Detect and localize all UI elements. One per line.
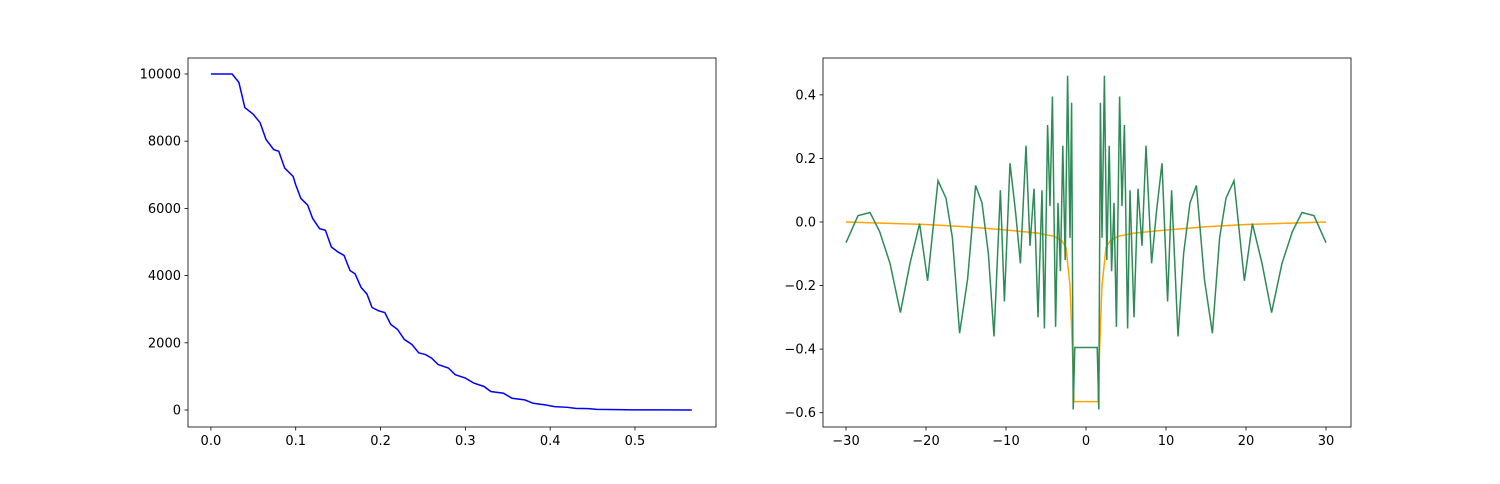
y-tick-label: 4000 xyxy=(148,269,181,284)
data-line xyxy=(210,73,692,411)
y-tick-label: 0.0 xyxy=(795,216,816,231)
x-tick-label: 20 xyxy=(1238,434,1255,449)
axes-frame xyxy=(822,57,1352,428)
x-tick-label: 0.4 xyxy=(540,434,561,449)
y-tick-label: −0.2 xyxy=(784,279,816,294)
x-tick-label: 0.3 xyxy=(455,434,476,449)
data-line xyxy=(845,221,1327,403)
y-tick-label: 0 xyxy=(173,403,181,418)
y-tick-label: −0.6 xyxy=(784,406,816,421)
axes-frame xyxy=(187,57,717,428)
x-tick-label: 0.0 xyxy=(201,434,222,449)
y-tick-label: 8000 xyxy=(148,135,181,150)
y-tick-label: 10000 xyxy=(140,67,181,82)
x-tick-label: 0.5 xyxy=(625,434,646,449)
x-tick-label: −30 xyxy=(832,434,859,449)
x-tick-label: 0 xyxy=(1082,434,1090,449)
x-tick-label: 10 xyxy=(1158,434,1175,449)
y-tick-label: 0.4 xyxy=(795,88,816,103)
x-tick-label: −20 xyxy=(912,434,939,449)
y-tick-label: −0.4 xyxy=(784,343,816,358)
x-tick-label: 0.1 xyxy=(285,434,306,449)
y-tick-label: 6000 xyxy=(148,202,181,217)
x-tick-label: −10 xyxy=(992,434,1019,449)
data-line xyxy=(845,75,1327,410)
x-tick-label: 30 xyxy=(1318,434,1335,449)
x-tick-label: 0.2 xyxy=(370,434,391,449)
y-tick-label: 0.2 xyxy=(795,152,816,167)
y-tick-label: 2000 xyxy=(148,336,181,351)
